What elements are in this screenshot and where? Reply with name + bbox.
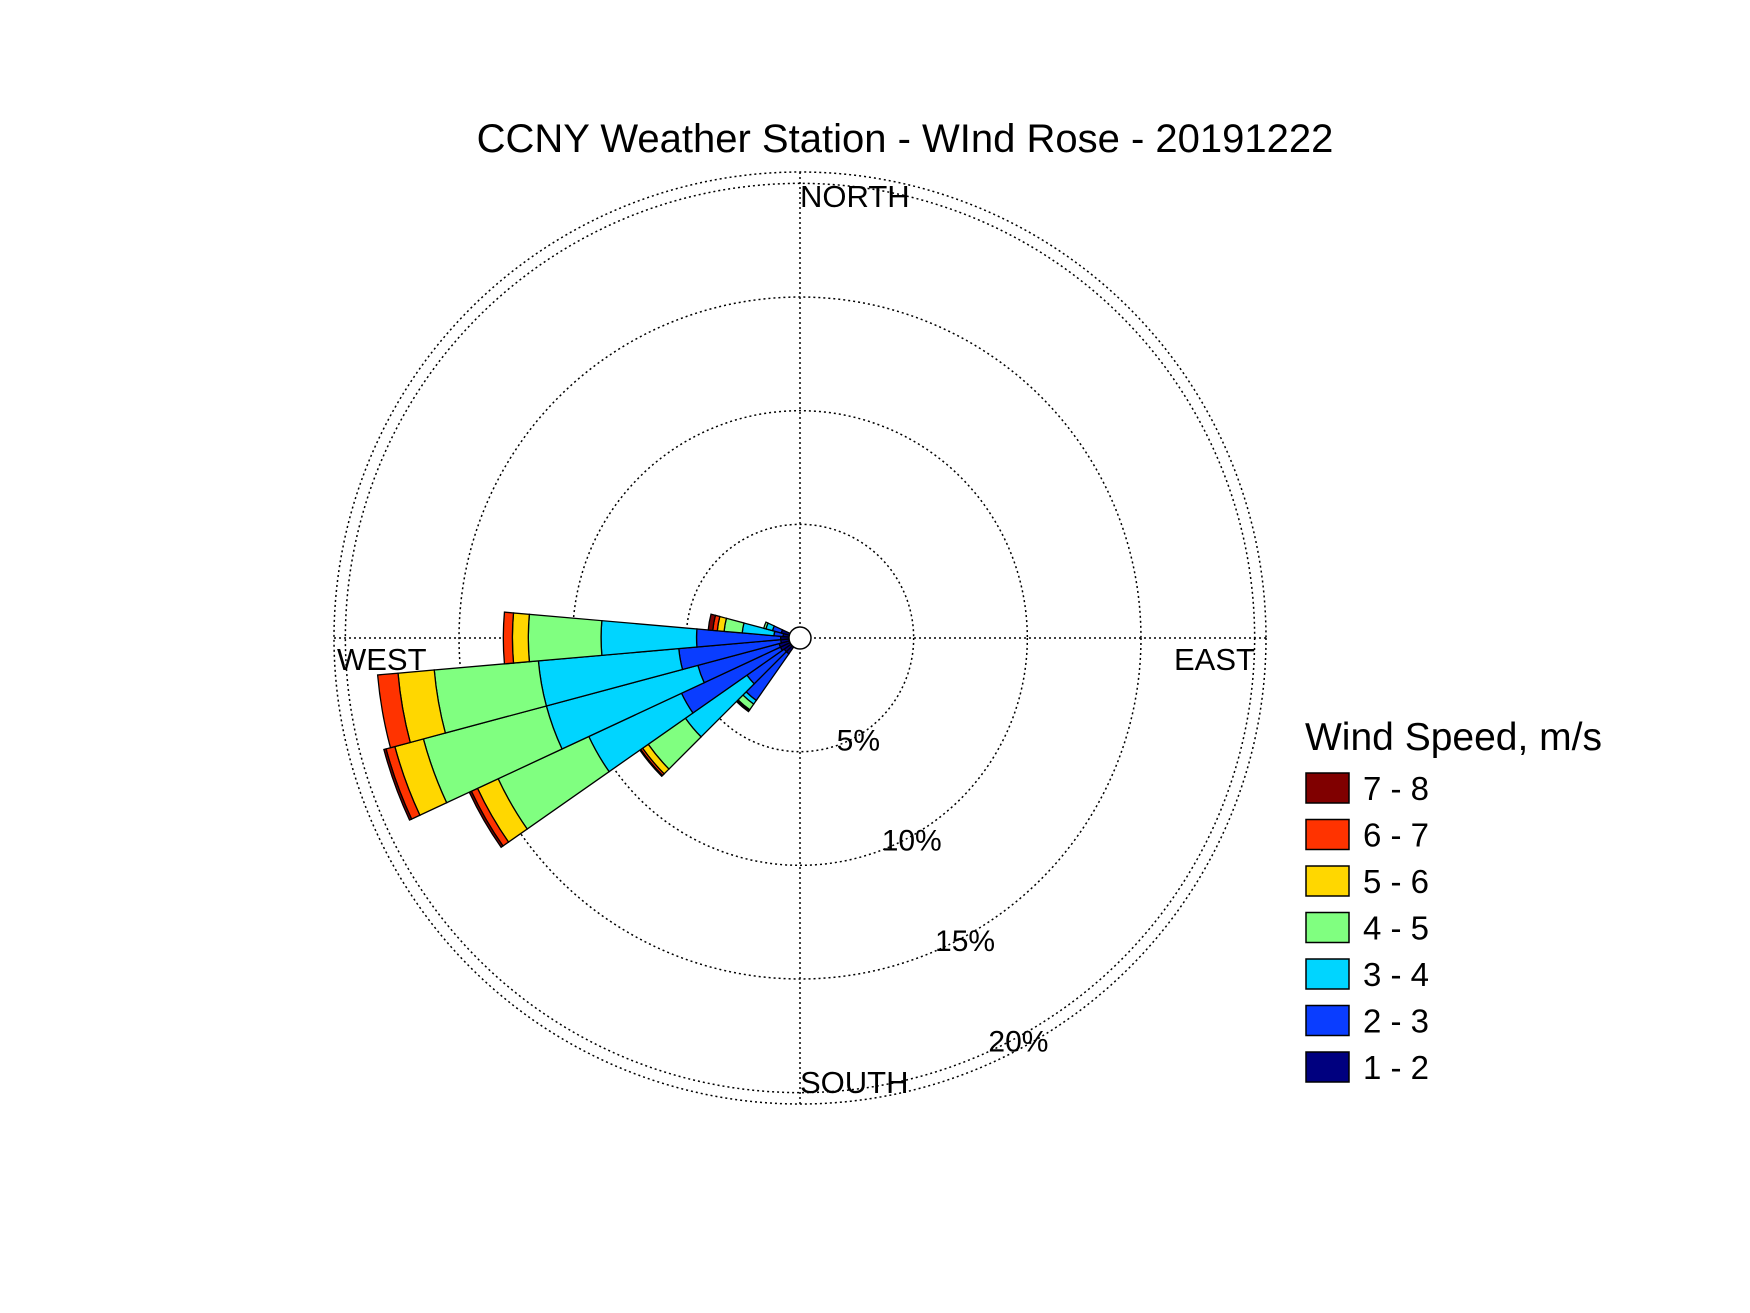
sector-290-bin-4-5 — [762, 621, 769, 630]
ring-label-15: 15% — [935, 925, 995, 958]
ring-labels: 5% 10% 15% 20% — [837, 724, 1049, 1058]
sector-280-bin-7-8 — [707, 613, 717, 632]
sector-260-bin-6-7 — [376, 672, 412, 749]
legend: Wind Speed, m/s 7 - 8 6 - 7 5 - 6 4 - 5 3 - … — [1305, 716, 1602, 1086]
legend-swatch-7-8 — [1305, 772, 1350, 804]
legend-swatch-3-4 — [1305, 958, 1350, 990]
legend-label-4-5: 4 - 5 — [1363, 910, 1429, 947]
north-label: NORTH — [800, 179, 910, 214]
legend-items: 7 - 8 6 - 7 5 - 6 4 - 5 3 - 4 2 - 3 1 - 2 — [1305, 770, 1429, 1086]
sector-270-bin-6-7 — [502, 611, 515, 665]
south-label: SOUTH — [800, 1065, 909, 1100]
center-hole — [788, 626, 812, 650]
chart-title: CCNY Weather Station - WInd Rose - 20191… — [477, 117, 1334, 161]
legend-label-2-3: 2 - 3 — [1363, 1003, 1429, 1040]
ring-label-10: 10% — [882, 825, 942, 858]
legend-label-5-6: 5 - 6 — [1363, 863, 1429, 900]
sector-250-bin-7-8 — [383, 748, 413, 821]
grid-ring-10 — [571, 409, 1029, 867]
sector-280-bin-4-5 — [723, 617, 745, 634]
legend-title: Wind Speed, m/s — [1305, 716, 1602, 759]
legend-swatch-4-5 — [1305, 911, 1350, 944]
legend-label-3-4: 3 - 4 — [1363, 956, 1429, 993]
legend-label-1-2: 1 - 2 — [1363, 1049, 1429, 1086]
legend-swatch-6-7 — [1305, 818, 1350, 851]
sector-270-bin-4-5 — [527, 613, 603, 663]
ring-label-5: 5% — [837, 724, 880, 757]
west-label: WEST — [337, 642, 427, 677]
legend-swatch-5-6 — [1305, 865, 1350, 897]
legend-label-6-7: 6 - 7 — [1363, 817, 1429, 854]
legend-swatch-1-2 — [1305, 1051, 1350, 1083]
legend-label-7-8: 7 - 8 — [1363, 770, 1429, 807]
ring-label-20: 20% — [988, 1025, 1048, 1058]
east-label: EAST — [1174, 642, 1255, 677]
sector-270-bin-5-6 — [511, 612, 531, 664]
wind-sectors — [376, 611, 812, 849]
legend-swatch-2-3 — [1305, 1004, 1350, 1037]
